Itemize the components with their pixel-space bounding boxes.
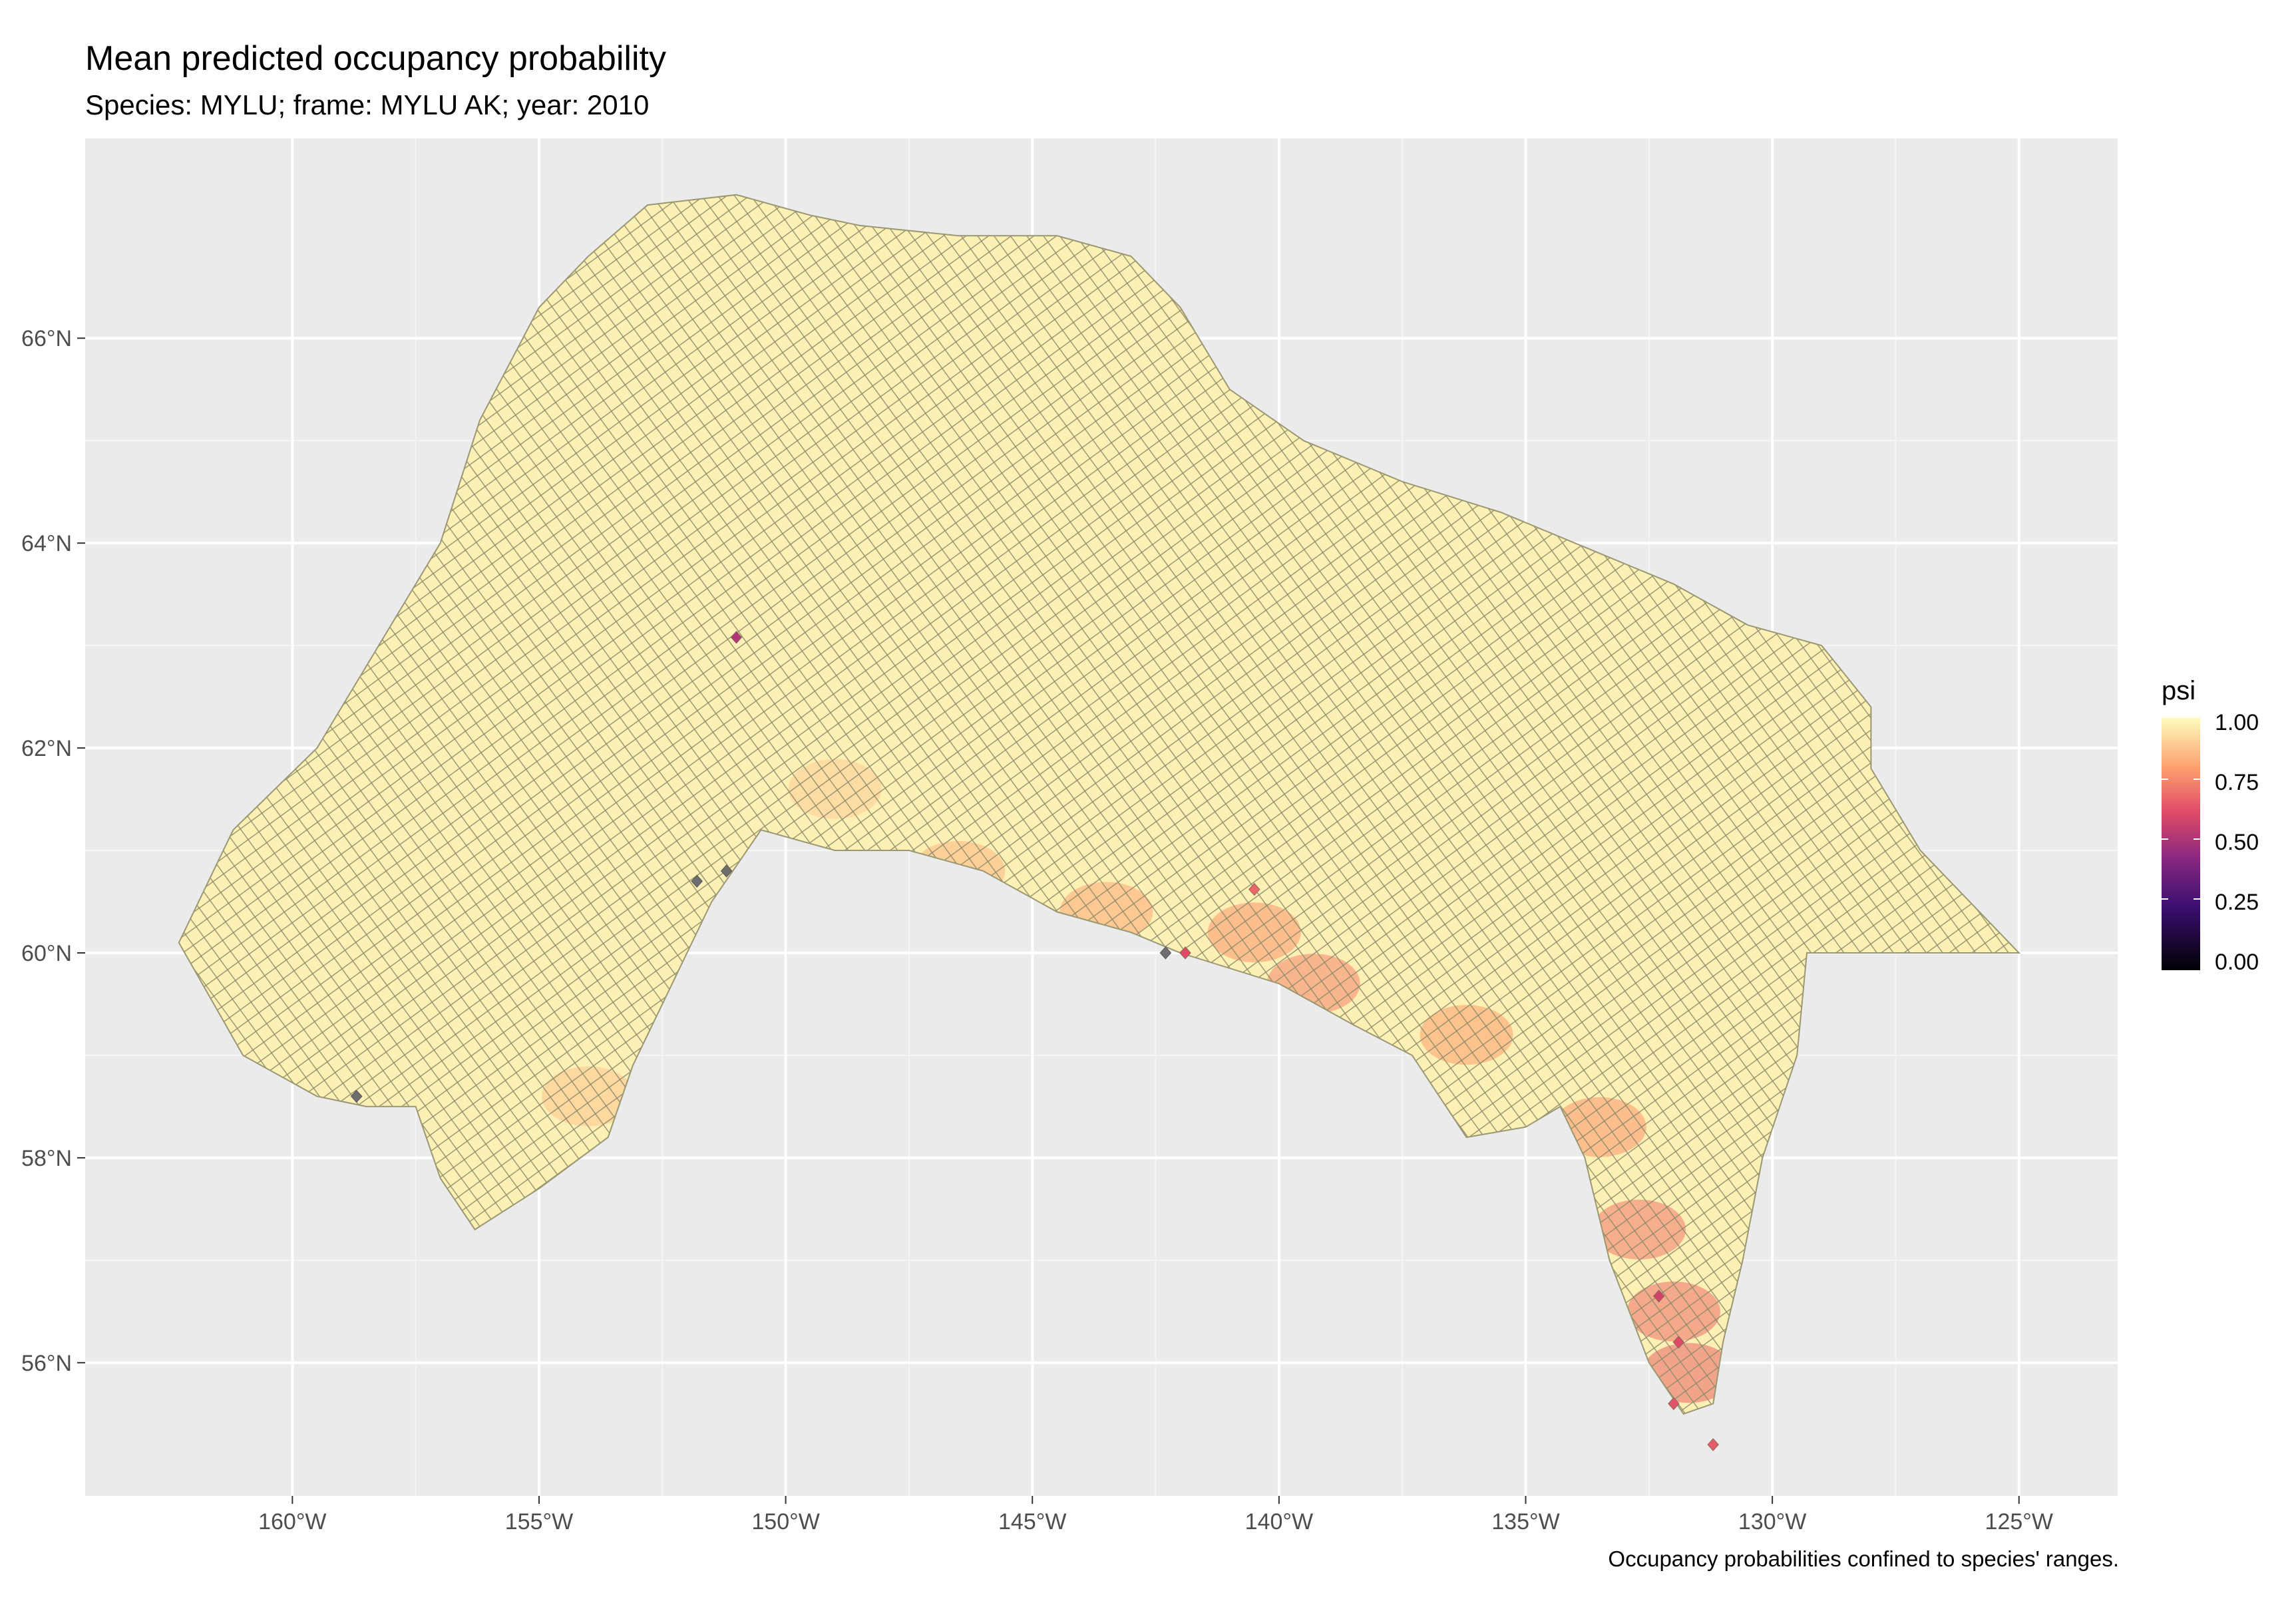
legend-colorbar [2162,717,2200,970]
chart-caption: Occupancy probabilities confined to spec… [1608,1546,2119,1571]
occupancy-cell [1707,1438,1719,1451]
x-tick-label: 125°W [1985,1509,2053,1534]
y-tick-label: 56°N [21,1351,72,1376]
legend-label-1-00: 1.00 [2215,710,2259,735]
legend-label-0-50: 0.50 [2215,830,2259,855]
y-tick-label: 64°N [21,531,72,556]
missing-data-cell [350,1089,363,1103]
chart-subtitle: Species: MYLU; frame: MYLU AK; year: 201… [85,89,650,120]
legend-label-0-00: 0.00 [2215,950,2259,975]
x-tick-label: 155°W [505,1509,573,1534]
chart-title: Mean predicted occupancy probability [85,39,666,78]
legend-title: psi [2162,676,2196,705]
missing-data-cell [1159,946,1172,960]
highlight-cells [350,631,1719,1451]
occupancy-cell [1652,1290,1665,1303]
legend-tick [2162,779,2200,780]
legend-tick [2162,838,2200,840]
occupancy-cell [1248,882,1260,896]
missing-data-cell [691,874,703,888]
x-tick-label: 160°W [258,1509,326,1534]
range-outline [178,194,2021,1415]
legend-label-0-25: 0.25 [2215,890,2259,915]
legend-tick [2162,898,2200,900]
x-axis: 160°W 155°W 150°W 145°W 140°W 135°W 130°W 125°W [258,1496,2053,1534]
occupancy-cell [1668,1397,1680,1411]
y-axis: 56°N 58°N 60°N 62°N 64°N 66°N [21,326,85,1376]
occupancy-cell [730,631,743,644]
y-tick-label: 62°N [21,736,72,761]
legend-label-0-75: 0.75 [2215,770,2259,795]
x-tick-label: 135°W [1491,1509,1559,1534]
x-tick-label: 140°W [1245,1509,1313,1534]
psi-legend: psi 1.00 0.75 0.50 0.25 0.00 [2156,675,2283,975]
missing-data-cell [720,864,733,878]
occupancy-cell [1179,946,1191,960]
y-tick-label: 60°N [21,941,72,966]
x-tick-label: 150°W [751,1509,819,1534]
x-tick-label: 130°W [1738,1509,1806,1534]
y-tick-label: 66°N [21,326,72,351]
y-tick-label: 58°N [21,1146,72,1171]
occupancy-cell [1672,1336,1685,1349]
x-tick-label: 145°W [998,1509,1066,1534]
